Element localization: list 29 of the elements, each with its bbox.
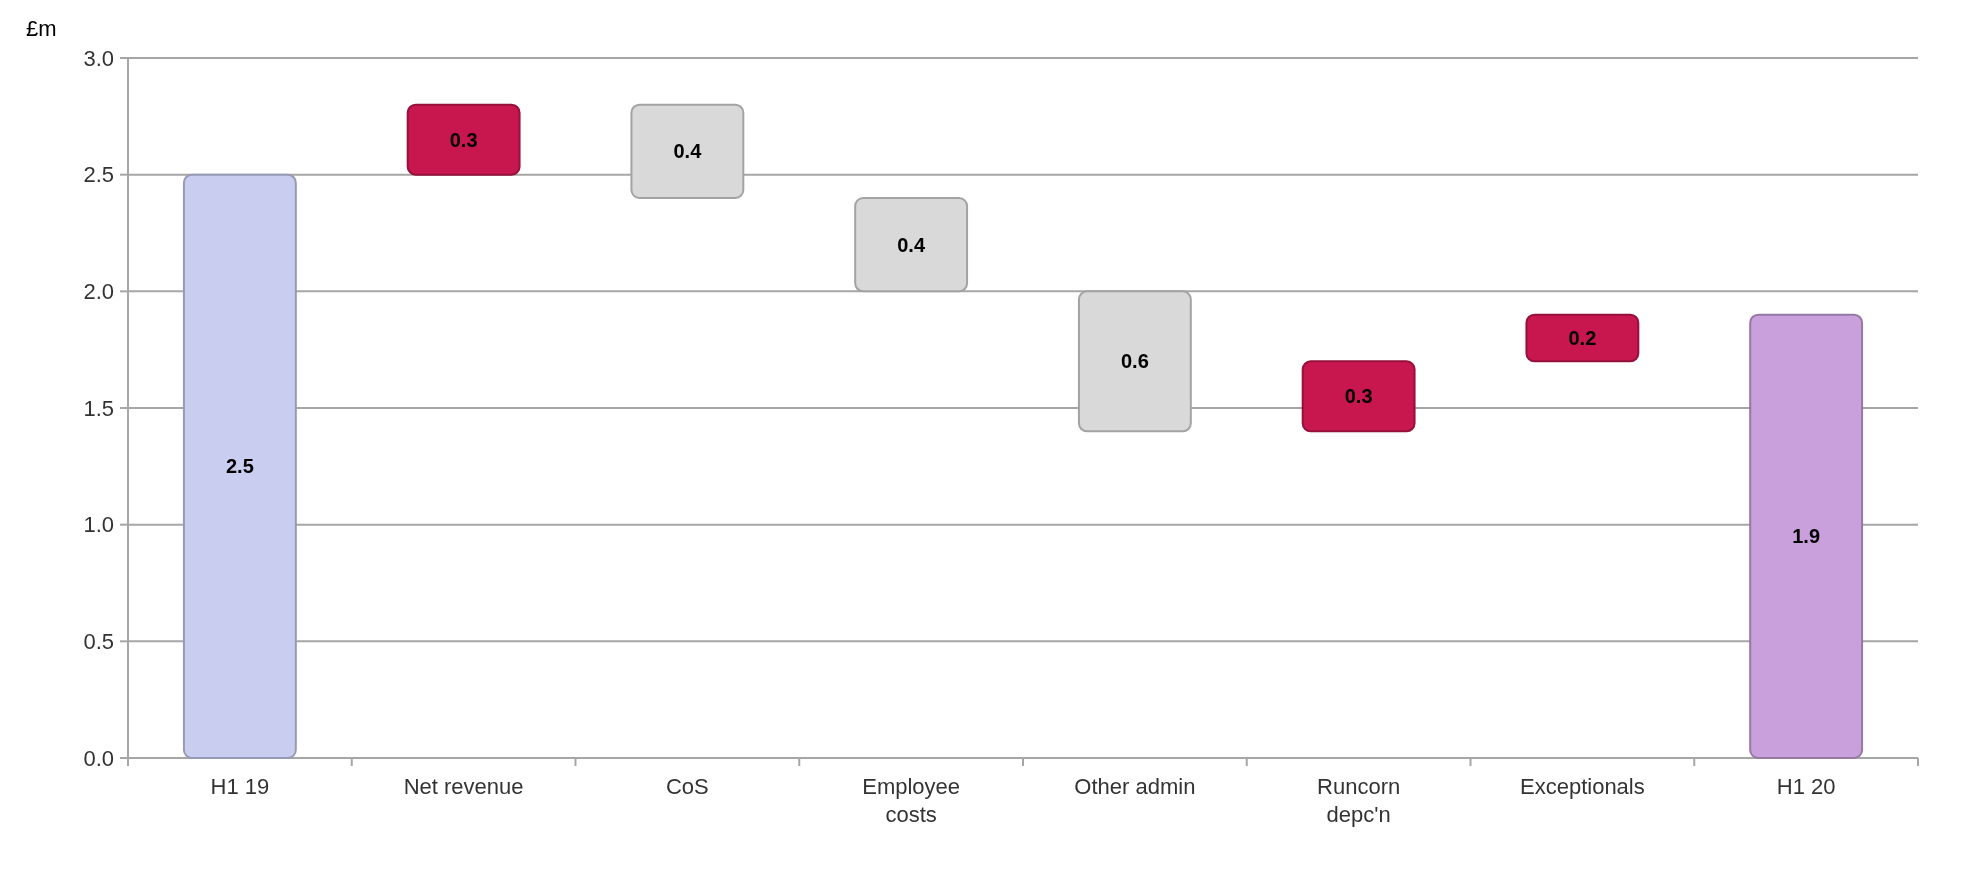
y-tick-label: 2.5 <box>83 162 114 188</box>
x-tick-label: Net revenue <box>403 774 524 799</box>
data-label: 0.2 <box>1568 327 1597 349</box>
x-tick-label: Exceptionals <box>1520 774 1645 799</box>
x-tick-label: Employee costs <box>862 774 961 827</box>
y-tick-label: 1.5 <box>83 395 114 421</box>
x-tick-label: H1 20 <box>1776 774 1836 799</box>
data-label: 2.5 <box>225 455 254 478</box>
bar <box>182 173 297 759</box>
bar <box>1301 360 1416 433</box>
y-tick-label: 0.5 <box>83 628 114 654</box>
data-label: 1.9 <box>1792 525 1821 548</box>
data-label: 0.4 <box>897 233 926 256</box>
y-axis-title: £m <box>26 16 57 41</box>
x-tick-label: Other admin <box>1074 774 1196 799</box>
bar <box>406 103 521 176</box>
x-tick-label: CoS <box>665 774 709 799</box>
data-label: 0.3 <box>1344 385 1373 408</box>
x-tick-label: Runcorn depc'n <box>1317 774 1401 827</box>
data-label: 0.3 <box>449 128 478 151</box>
bar <box>1749 313 1864 759</box>
x-tick-label: H1 19 <box>210 774 270 799</box>
data-label: 0.6 <box>1120 350 1149 373</box>
bar <box>1525 313 1640 363</box>
y-tick-label: 0.0 <box>83 745 114 771</box>
y-tick-label: 1.0 <box>83 512 114 538</box>
y-tick-label: 3.0 <box>83 45 114 71</box>
data-label: 0.4 <box>673 140 703 163</box>
y-tick-label: 2.0 <box>83 278 114 304</box>
